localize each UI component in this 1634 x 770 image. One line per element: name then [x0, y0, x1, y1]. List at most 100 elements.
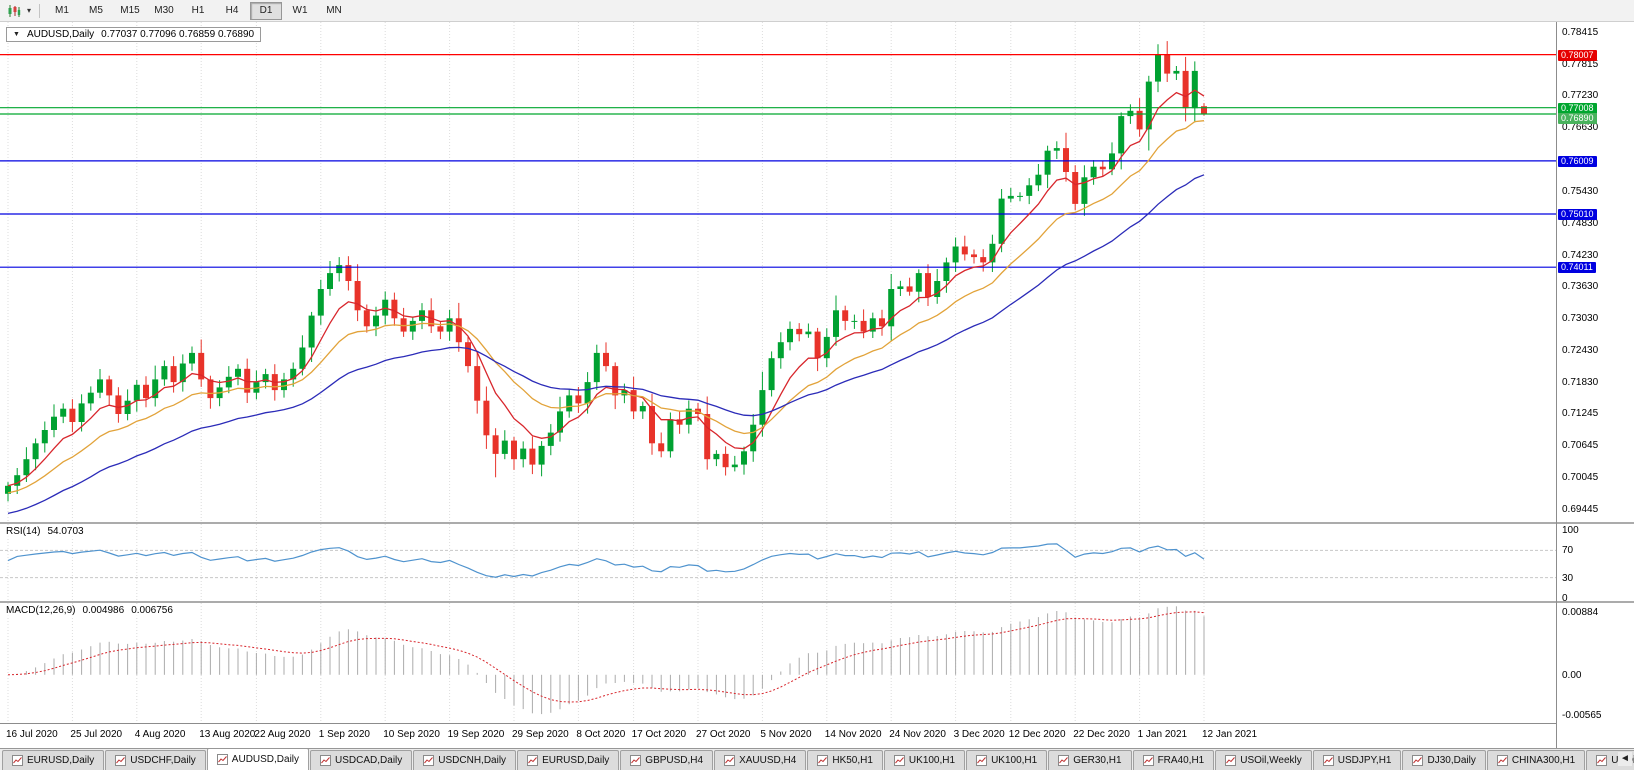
chart-tab-usdjpy-h1[interactable]: USDJPY,H1	[1312, 750, 1402, 770]
chart-tab-label: GER30,H1	[1073, 755, 1122, 766]
timeframe-button-w1[interactable]: W1	[292, 4, 308, 16]
date-axis-label: 1 Sep 2020	[318, 729, 370, 740]
chart-tab-usdchf-daily[interactable]: USDCHF,Daily	[105, 750, 206, 770]
price-axis[interactable]: 0.78415 0.77815 0.77230 0.76630 0.75430 0.748…	[1557, 22, 1634, 522]
chart-tab-hk50-h1[interactable]: HK50,H1	[807, 750, 883, 770]
macd-axis-label: -0.00565	[1562, 710, 1602, 722]
timeframe-toolbar: ▾ M1 M5 M15 M30 H1 H4 D1 W1 MN	[0, 0, 1634, 22]
chart-symbol-label: AUDUSD,Daily	[26, 29, 95, 40]
chart-type-icon[interactable]	[4, 2, 24, 20]
price-axis-label: 0.77230	[1562, 89, 1599, 101]
chart-tab-ger30-h1[interactable]: GER30,H1	[1048, 750, 1132, 770]
date-axis-label: 12 Jan 2021	[1202, 729, 1258, 740]
chart-tab-label: EURUSD,Daily	[27, 755, 95, 766]
rsi-panel[interactable]: RSI(14) 54.0703	[0, 524, 1556, 601]
price-level-tag: 0.75010	[1558, 209, 1597, 220]
rsi-label: RSI(14) 54.0703	[4, 526, 86, 537]
chart-tab-gbpusd-h4[interactable]: GBPUSD,H4	[620, 750, 714, 770]
chart-tab-fra40-h1[interactable]: FRA40,H1	[1132, 750, 1215, 770]
price-level-tag: 0.78007	[1558, 49, 1597, 61]
price-axis-label: 0.77815	[1562, 58, 1599, 70]
mini-chart-icon	[527, 755, 539, 766]
chart-tab-uk100-h1[interactable]: UK100,H1	[966, 750, 1048, 770]
timeframe-button-m15[interactable]: M15	[120, 4, 140, 16]
dropdown-caret-icon[interactable]: ▾	[26, 6, 31, 15]
chart-tab-usoil-weekly[interactable]: USOil,Weekly	[1215, 750, 1312, 770]
mini-chart-icon	[1496, 755, 1508, 766]
macd-panel[interactable]: MACD(12,26,9) 0.004986 0.006756	[0, 603, 1556, 723]
main-price-chart[interactable]: ▼ AUDUSD,Daily 0.77037 0.77096 0.76859 0…	[0, 22, 1556, 522]
macd-name: MACD(12,26,9)	[6, 605, 76, 616]
chart-tab-xauusd-h4[interactable]: XAUUSD,H4	[714, 750, 807, 770]
date-axis-label: 1 Jan 2021	[1137, 729, 1188, 740]
chart-tab-label: USDCHF,Daily	[130, 755, 196, 766]
mini-chart-icon	[216, 754, 228, 765]
macd-signal-line	[7, 611, 1205, 703]
rsi-axis: 100 70 30 0	[1557, 524, 1634, 604]
mini-chart-icon	[115, 755, 127, 766]
timeframe-button-m1[interactable]: M1	[55, 4, 69, 16]
timeframe-button-mn[interactable]: MN	[326, 4, 342, 16]
timeframe-button-m30[interactable]: M30	[154, 4, 174, 16]
chart-tab-dj30-daily[interactable]: DJ30,Daily	[1402, 750, 1486, 770]
chart-tab-usdcad-daily[interactable]: USDCAD,Daily	[310, 750, 413, 770]
rsi-axis-label: 0	[1562, 593, 1568, 604]
mini-chart-icon	[724, 755, 736, 766]
chart-title-box[interactable]: ▼ AUDUSD,Daily 0.77037 0.77096 0.76859 0…	[6, 27, 262, 42]
date-axis-label: 27 Oct 2020	[696, 729, 751, 740]
chart-tab-label: USDJPY,H1	[1337, 755, 1392, 766]
chart-tab-label: EURUSD,Daily	[542, 755, 610, 766]
bid-price-tag: 0.76890	[1558, 113, 1597, 124]
timeframe-button-h4[interactable]: H4	[225, 4, 239, 16]
chart-tab-china300-h1[interactable]: CHINA300,H1	[1486, 750, 1586, 770]
ma-slow-line	[7, 174, 1205, 515]
tab-scroll-left-button[interactable]: ◄	[1618, 752, 1632, 766]
chart-tab-usdcnh-daily[interactable]: USDCNH,Daily	[413, 750, 517, 770]
chart-tab-bar: EURUSD,Daily USDCHF,Daily AUDUSD,Daily USDC…	[0, 748, 1634, 770]
timeframe-button-d1[interactable]: D1	[250, 1, 282, 20]
panel-separator[interactable]	[0, 522, 1634, 524]
timeframe-buttons: M1 M5 M15 M30 H1 H4 D1 W1 MN	[45, 1, 351, 20]
date-axis-label: 12 Dec 2020	[1008, 729, 1066, 740]
rsi-name: RSI(14)	[6, 526, 41, 537]
macd-value-signal: 0.006756	[131, 605, 173, 616]
chart-tab-uk100-h1[interactable]: UK100,H1	[883, 750, 966, 770]
chart-tab-eurusd-daily[interactable]: EURUSD,Daily	[517, 750, 620, 770]
chart-tab-label: USOil,Weekly	[1240, 755, 1302, 766]
candlestick-chart-icon	[8, 4, 21, 17]
price-axis-label: 0.74230	[1562, 249, 1599, 261]
mini-chart-icon	[976, 755, 988, 766]
mini-chart-icon	[1322, 755, 1334, 766]
chart-tab-eurusd-daily[interactable]: EURUSD,Daily	[2, 750, 105, 770]
macd-value-main: 0.004986	[82, 605, 125, 616]
date-axis-label: 10 Sep 2020	[383, 729, 440, 740]
price-axis-label: 0.73030	[1562, 313, 1599, 325]
macd-axis-label: 0.00884	[1562, 606, 1599, 618]
date-axis[interactable]: 16 Jul 2020 25 Jul 2020 4 Aug 2020 13 Aug 2…	[0, 723, 1556, 748]
timeframe-button-h1[interactable]: H1	[191, 4, 205, 16]
chart-tab-audusd-daily[interactable]: AUDUSD,Daily	[206, 749, 310, 770]
macd-axis: 0.00884 0.00 -0.00565	[1557, 603, 1634, 723]
date-axis-label: 13 Aug 2020	[199, 729, 256, 740]
price-axis-label: 0.71830	[1562, 377, 1599, 389]
date-axis-label: 22 Dec 2020	[1073, 729, 1130, 740]
chart-tab-label: CHINA300,H1	[1511, 755, 1576, 766]
axis-divider	[1556, 22, 1557, 748]
mini-chart-icon	[12, 755, 23, 766]
price-level-tag: 0.74011	[1558, 262, 1596, 274]
mini-chart-icon	[1225, 755, 1237, 766]
panel-separator[interactable]	[0, 601, 1634, 603]
ma-mid-line	[7, 120, 1205, 494]
mini-chart-icon	[423, 755, 435, 766]
price-axis-label: 0.74830	[1562, 217, 1599, 229]
mini-chart-icon	[630, 755, 642, 766]
price-level-tag: 0.76009	[1558, 155, 1597, 167]
date-axis-label: 4 Aug 2020	[134, 729, 186, 740]
date-axis-label: 8 Oct 2020	[576, 729, 626, 740]
rsi-value: 54.0703	[47, 526, 84, 537]
collapse-triangle-icon[interactable]: ▼	[13, 31, 20, 38]
chart-tab-label: AUDUSD,Daily	[231, 754, 300, 765]
timeframe-button-m5[interactable]: M5	[89, 4, 103, 16]
candles-series	[5, 41, 1207, 502]
